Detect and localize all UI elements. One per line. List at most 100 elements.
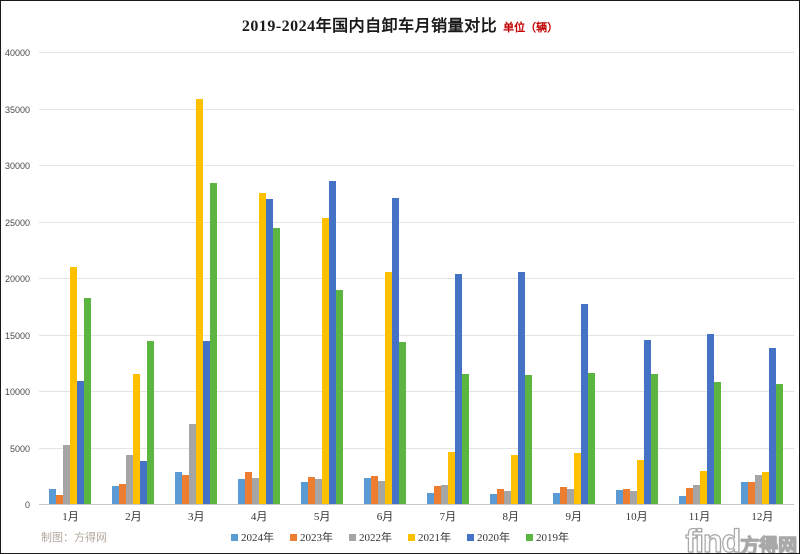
x-tick-label-12月: 12月 [751,511,774,523]
legend-label: 2022年 [359,532,392,544]
bar-2020年-2月 [140,460,148,505]
legend-swatch-icon [349,533,356,541]
gridline-15000 [39,334,794,336]
gridline-40000 [39,52,794,53]
bar-2022年-12月 [755,474,763,505]
bar-group-5月 [301,53,344,505]
bar-2019年-3月 [210,182,218,505]
bar-2020年-10月 [643,340,651,505]
bar-2021年-9月 [573,453,581,505]
bar-2024年-7月 [426,492,434,505]
legend-label: 2020年 [477,532,510,544]
bar-2019年-9月 [587,372,595,505]
bar-group-8月 [489,53,532,505]
bar-2023年-5月 [308,476,316,505]
x-tick-label-10月: 10月 [625,511,648,523]
bar-2021年-5月 [322,217,330,505]
bar-2020年-5月 [329,180,337,505]
bar-2024年-8月 [489,493,497,505]
y-tick-label: 0 [24,500,30,510]
bar-2024年-9月 [552,492,560,505]
bar-group-9月 [552,53,595,505]
x-tick-label-1月: 1月 [62,511,79,523]
bar-2023年-8月 [496,489,504,505]
legend-item-2021年: 2021年 [408,529,451,545]
bar-2022年-2月 [126,455,134,505]
legend-item-2020年: 2020年 [467,529,510,545]
bar-2020年-12月 [769,347,777,505]
bar-2023年-4月 [245,472,253,505]
bar-group-2月 [112,53,155,505]
bar-2022年-7月 [440,484,448,505]
gridline-25000 [39,221,794,223]
bar-2020年-11月 [706,334,714,505]
legend-swatch-icon [290,533,297,541]
bar-2023年-10月 [622,489,630,505]
y-tick-label: 30000 [4,161,30,171]
bar-2023年-2月 [119,483,127,505]
bar-2024年-6月 [363,477,371,505]
bar-2024年-3月 [175,472,183,505]
bar-group-1月 [49,53,92,505]
bar-2020年-9月 [580,303,588,505]
x-tick-label-7月: 7月 [439,511,457,523]
x-tick-label-3月: 3月 [188,511,205,523]
bar-2023年-11月 [685,488,693,505]
bar-2024年-2月 [112,485,120,505]
bar-2021年-12月 [762,472,770,505]
bar-2022年-10月 [629,491,637,505]
legend-item-2019年: 2019年 [526,529,569,545]
watermark-cjk: 方得网 [739,536,797,554]
bar-2023年-9月 [559,486,567,505]
bar-group-11月 [678,53,721,505]
bar-2024年-4月 [238,479,246,505]
bar-2022年-6月 [377,481,385,505]
bar-2019年-6月 [398,342,406,505]
bar-group-12月 [741,53,784,505]
bar-2019年-12月 [776,384,784,505]
bar-2019年-7月 [461,373,469,505]
bar-group-3月 [175,53,218,505]
x-tick-label-4月: 4月 [250,511,268,523]
site-watermark: find方得网 [685,523,798,554]
y-tick-label: 5000 [9,443,30,454]
x-tick-label-8月: 8月 [502,511,520,523]
bar-2019年-10月 [650,373,658,505]
x-tick-label-5月: 5月 [313,511,331,523]
bar-2023年-12月 [748,482,756,505]
bar-2021年-11月 [699,471,707,505]
plot-area [39,52,794,505]
bar-2021年-6月 [384,272,392,505]
legend-swatch-icon [408,533,415,541]
bar-2022年-3月 [189,423,197,505]
legend: 2024年 2023年 2022年 2021年 2020年 2019年 [1,529,799,545]
gridline-10000 [39,391,794,392]
bar-2024年-12月 [741,482,749,505]
watermark-latin: find [685,523,742,554]
bar-2019年-5月 [336,290,344,505]
bar-2020年-4月 [266,198,274,505]
x-tick-label-9月: 9月 [565,511,582,523]
y-tick-label: 20000 [4,274,30,284]
bar-2022年-8月 [503,491,511,505]
legend-item-2024年: 2024年 [231,529,274,545]
bar-2022年-9月 [566,489,574,505]
x-tick-label-2月: 2月 [125,511,142,523]
y-tick-label: 35000 [4,104,30,115]
legend-label: 2021年 [418,532,451,544]
bar-2021年-10月 [636,459,644,505]
bar-group-4月 [238,53,281,505]
x-axis-line [39,504,794,505]
bar-2023年-3月 [182,474,190,505]
x-tick-label-6月: 6月 [376,511,394,523]
bar-group-6月 [363,53,406,505]
bar-2024年-10月 [615,490,623,505]
bar-2021年-1月 [70,266,78,505]
bar-2022年-4月 [252,477,260,505]
gridline-30000 [39,165,794,166]
legend-item-2023年: 2023年 [290,529,333,545]
chart-title: 2019-2024年国内自卸车月销量对比 [241,18,498,35]
bar-2024年-11月 [678,495,686,505]
legend-swatch-icon [467,533,474,541]
